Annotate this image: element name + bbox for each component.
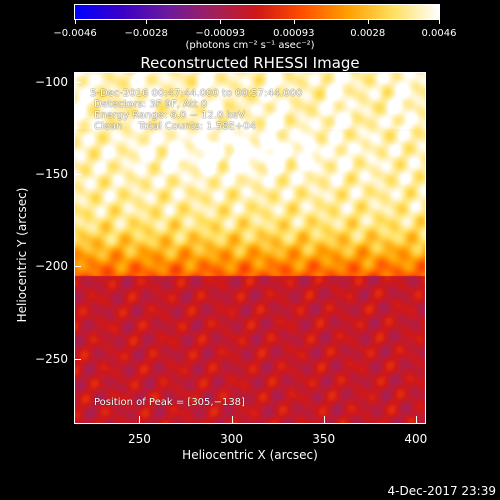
y-tickmark [75,174,81,176]
heatmap-image [75,73,425,423]
y-tick-label: −250 [35,351,68,366]
x-tick-label: 350 [312,432,336,446]
x-tick-label: 300 [220,432,244,446]
colorbar-tick-label: 0.0028 [350,28,386,39]
x-axis-label: Heliocentric X (arcsec) [182,448,318,462]
colorbar-tickmark [439,20,440,24]
x-tick-label: 400 [404,432,428,446]
colorbar-tick-label: −0.00093 [195,28,246,39]
colorbar-tick-label: −0.0028 [124,28,168,39]
x-tick-label: 250 [128,432,151,446]
x-tickmark [323,416,325,423]
x-tickmark [231,416,233,423]
y-tickmark [75,358,81,360]
plot-area [74,72,426,424]
colorbar-units-label: (photons cm⁻² s⁻¹ asec⁻²) [185,40,315,51]
colorbar-tickmark [367,20,369,24]
footer-timestamp: 4-Dec-2017 23:39 [387,484,496,498]
annotation-peak-position: Position of Peak = [305,−138] [94,397,245,408]
colorbar-tickmark [293,20,295,24]
annotation-energy-range: Energy Range: 6.0 − 12.0 keV [94,110,245,121]
colorbar [74,4,440,20]
annotation-time-range: 5-Dec-2016 00:47:44.000 to 00:57:44.000 [90,88,303,99]
y-tickmark [75,266,81,268]
x-tickmark [139,416,141,423]
colorbar-tickmark [220,20,222,24]
colorbar-tickmark [146,20,148,24]
colorbar-tick-label: 0.0046 [421,28,457,39]
colorbar-tick-label: −0.0046 [53,28,97,39]
x-tickmark [415,416,417,423]
colorbar-tickmark [75,20,76,24]
y-axis-label: Heliocentric Y (arcsec) [15,187,29,323]
colorbar-tick-label: 0.00093 [273,28,315,39]
y-tick-label: −200 [35,259,68,274]
y-tickmark [75,82,81,84]
chart-title: Reconstructed RHESSI Image [140,54,360,72]
annotation-detectors: Detectors: 3F 9F, Att 0 [94,99,208,110]
colorbar-gradient [75,5,439,19]
annotation-method-counts: Clean Total Counts: 1.58E+04 [94,121,256,132]
y-tick-label: −100 [35,75,68,90]
y-tick-label: −150 [35,167,68,182]
